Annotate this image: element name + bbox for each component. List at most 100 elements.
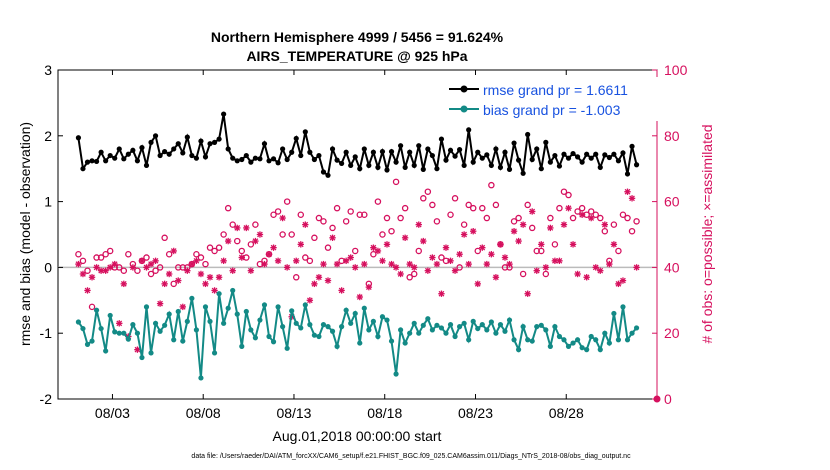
obs-assimilated-point [111,260,118,268]
bias-point [98,325,104,332]
obs-possible-point [624,214,631,222]
obs-assimilated-point [320,260,327,268]
bias-point [393,371,399,377]
obs-possible-point [615,247,622,255]
obs-assimilated-point [470,228,477,235]
bias-point [298,325,304,331]
rmse-point [493,146,499,152]
bias-point [289,308,295,314]
bias-point [198,375,204,381]
bias-point [561,337,567,343]
obs-assimilated-point [501,254,509,261]
rmse-point [484,152,490,158]
obs-assimilated-point [588,214,595,222]
rmse-point [520,170,526,176]
obs-possible-point [397,214,404,222]
bias-point [357,340,363,346]
bias-point [457,324,463,330]
rmse-point [556,163,563,169]
obs-assimilated-point [261,260,268,268]
obs-possible-point [224,204,232,212]
rmse-point [152,133,159,139]
rmse-point [357,166,363,172]
rmse-point [602,152,608,158]
obs-assimilated-point [447,257,454,265]
bias-point [302,302,308,308]
obs-possible-point [175,264,182,271]
axis-ticks: -2 -1 0 1 2 3 0 20 40 60 80 100 08/03 08/08 08/13 08/18… [40,62,688,421]
obs-assimilated-point [606,260,613,268]
obs-possible-point [315,214,323,222]
rmse-point [207,141,213,147]
obs-assimilated-point [247,267,255,274]
obs-assimilated-point [483,260,491,268]
y-left-tick-label: 2 [44,128,52,144]
rmse-point [506,166,513,172]
bias-point [443,330,449,336]
obs-assimilated-point [633,264,640,271]
rmse-point [216,136,222,142]
obs-assimilated-point [234,224,241,232]
obs-assimilated-point [388,260,395,268]
rmse-point [529,156,535,163]
rmse-point [466,127,472,133]
obs-assimilated-point [338,287,345,294]
obs-possible-point [438,254,445,261]
obs-possible-point [302,254,309,261]
rmse-point [579,159,585,165]
rmse-point [361,146,367,152]
bias-point [121,330,127,336]
obs-assimilated-point [538,241,545,248]
rmse-point [139,145,145,151]
bias-point [216,291,222,297]
bias-point [166,311,172,317]
obs-assimilated-point [143,264,150,271]
obs-assimilated-point [356,293,363,301]
obs-assimilated-point [474,280,481,288]
obs-possible-point [329,224,336,232]
bias-point [152,320,159,326]
obs-assimilated-point [401,234,409,241]
obs-assimilated-point [120,280,127,288]
bias-point [402,340,408,346]
obs-assimilated-point [451,267,459,274]
obs-possible-point [542,270,550,278]
bias-point [280,324,286,330]
obs-assimilated-point [397,270,404,278]
rmse-point [502,149,508,155]
y-right-tick-label: 60 [664,194,680,210]
obs-possible-point [401,204,409,212]
y-right-tick-label: 20 [664,325,680,341]
obs-assimilated-point [311,280,318,288]
obs-assimilated-point [215,274,223,281]
rmse-point [447,147,454,153]
obs-possible-point [388,227,395,235]
obs-possible-point [179,264,187,271]
rmse-point [461,162,467,169]
obs-possible-point [75,250,82,258]
obs-possible-point [79,257,87,265]
bias-point [257,317,263,323]
obs-possible-point [120,267,128,274]
bias-point [93,307,100,313]
obs-assimilated-point [97,267,105,274]
obs-possible-point [469,204,477,212]
rmse-point [438,136,445,142]
rmse-point [488,162,494,169]
obs-assimilated-point [592,264,599,271]
obs-assimilated-point [302,221,309,228]
bias-point [348,320,354,326]
obs-assimilated-point [211,287,218,294]
obs-possible-point [156,264,164,271]
bias-point [89,338,95,344]
chart-title-line1: Northern Hemisphere 4999 / 5456 = 91.624… [211,29,504,45]
obs-assimilated-point [610,241,618,248]
rmse-point [593,151,599,157]
obs-assimilated-point [297,241,304,248]
obs-possible-point [161,234,168,242]
bias-point [534,324,540,330]
x-tick-label: 08/03 [95,405,130,421]
obs-possible-point [320,218,327,225]
rmse-point [175,141,181,147]
rmse-point [157,152,163,159]
